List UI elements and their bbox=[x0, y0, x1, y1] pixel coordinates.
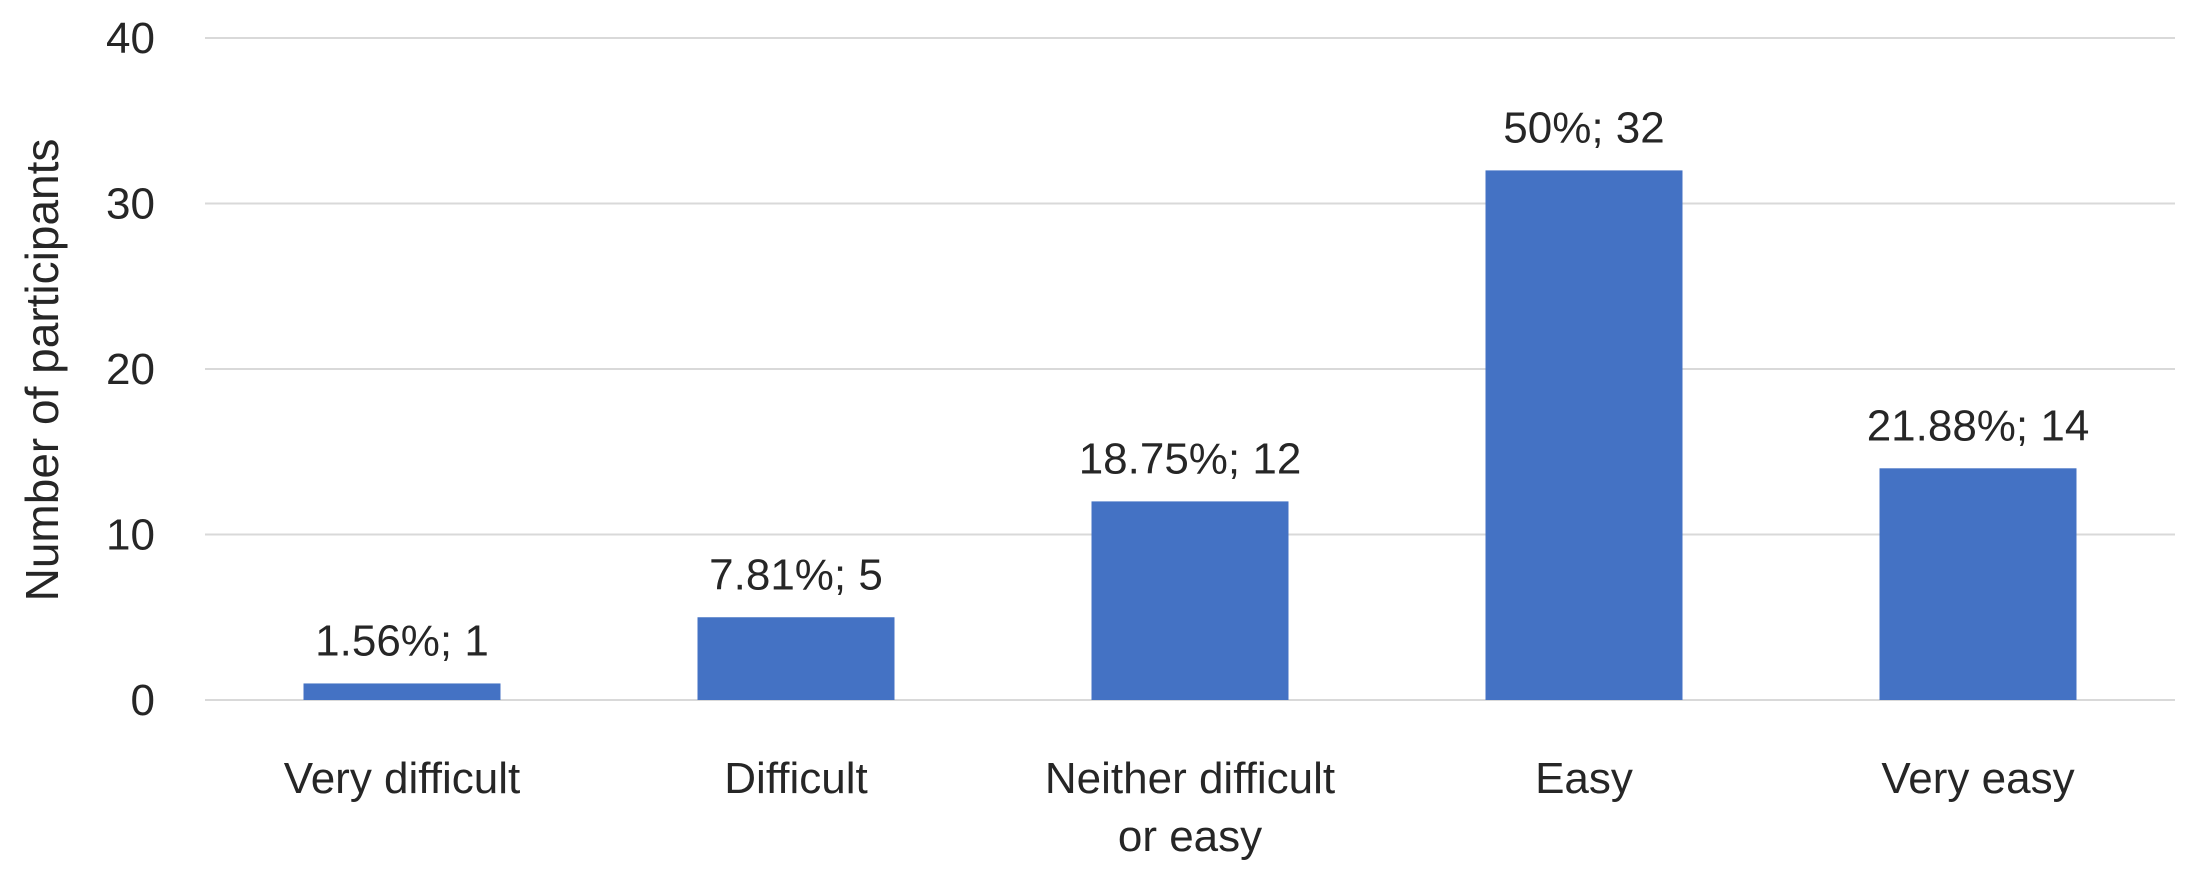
data-label: 7.81%; 5 bbox=[709, 550, 883, 599]
data-labels: 1.56%; 1 7.81%; 5 18.75%; 12 50%; 32 21.88%;… bbox=[315, 103, 2089, 665]
y-tick-label: 10 bbox=[106, 511, 155, 560]
x-category-label: Very easy bbox=[1881, 754, 2074, 803]
data-label: 1.56%; 1 bbox=[315, 616, 489, 665]
bars bbox=[303, 170, 2077, 700]
data-label: 50%; 32 bbox=[1503, 103, 1664, 152]
y-tick-label: 20 bbox=[106, 345, 155, 394]
y-axis-ticks: 0 10 20 30 40 bbox=[106, 14, 155, 725]
y-axis-title: Number of participants bbox=[16, 139, 68, 602]
y-tick-label: 30 bbox=[106, 180, 155, 229]
x-category-label: Difficult bbox=[724, 754, 867, 803]
x-category-label: Very difficult bbox=[284, 754, 520, 803]
bar bbox=[303, 683, 501, 700]
y-tick-label: 40 bbox=[106, 14, 155, 63]
x-axis-category-labels: Very difficult Difficult Neither difficult… bbox=[284, 754, 2075, 861]
bar bbox=[1879, 468, 2077, 700]
x-category-label: Neither difficult or easy bbox=[1045, 754, 1335, 861]
gridlines bbox=[205, 37, 2175, 701]
bar bbox=[1485, 170, 1683, 700]
data-label: 18.75%; 12 bbox=[1079, 434, 1302, 483]
bar bbox=[1091, 501, 1289, 700]
bar bbox=[697, 617, 895, 700]
data-label: 21.88%; 14 bbox=[1867, 401, 2090, 450]
x-category-label: Easy bbox=[1535, 754, 1633, 803]
y-tick-label: 0 bbox=[131, 676, 155, 725]
